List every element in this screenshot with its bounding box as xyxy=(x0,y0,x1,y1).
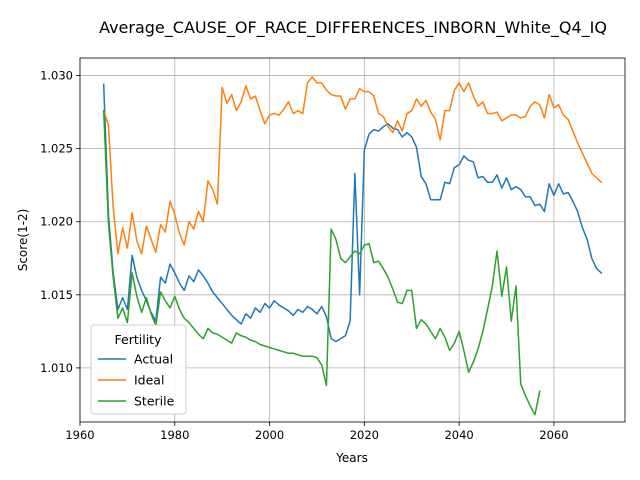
legend-label-ideal: Ideal xyxy=(134,373,164,388)
legend-label-sterile: Sterile xyxy=(134,394,175,409)
y-tick-label: 1.010 xyxy=(40,361,73,375)
plot-area xyxy=(102,76,603,416)
y-tick-label: 1.020 xyxy=(40,215,73,229)
x-tick-label: 2020 xyxy=(350,428,379,442)
series-line-ideal xyxy=(102,76,603,255)
series-line-sterile xyxy=(102,109,541,416)
axis-ticks: 1960 1980 2000 2020 2040 2060 1.010 1.015 1.020 1… xyxy=(40,69,568,442)
legend-title: Fertility xyxy=(115,332,163,347)
chart-title: Average_CAUSE_OF_RACE_DIFFERENCES_INBORN… xyxy=(99,18,607,38)
y-axis-label: Score(1-2) xyxy=(16,209,30,272)
axes-frame xyxy=(79,57,626,423)
x-tick-label: 2060 xyxy=(539,428,568,442)
x-axis-label: Years xyxy=(335,451,368,465)
series-line-actual xyxy=(102,83,603,343)
x-tick-label: 2040 xyxy=(444,428,473,442)
legend-label-actual: Actual xyxy=(134,352,173,367)
y-tick-label: 1.025 xyxy=(40,142,73,156)
y-tick-label: 1.015 xyxy=(40,288,73,302)
x-tick-label: 1980 xyxy=(160,428,189,442)
legend: Fertility Actual Ideal Sterile xyxy=(90,324,187,415)
x-tick-label: 2000 xyxy=(255,428,284,442)
x-tick-label: 1960 xyxy=(65,428,94,442)
legend-box xyxy=(90,324,187,415)
y-tick-label: 1.030 xyxy=(40,69,73,83)
